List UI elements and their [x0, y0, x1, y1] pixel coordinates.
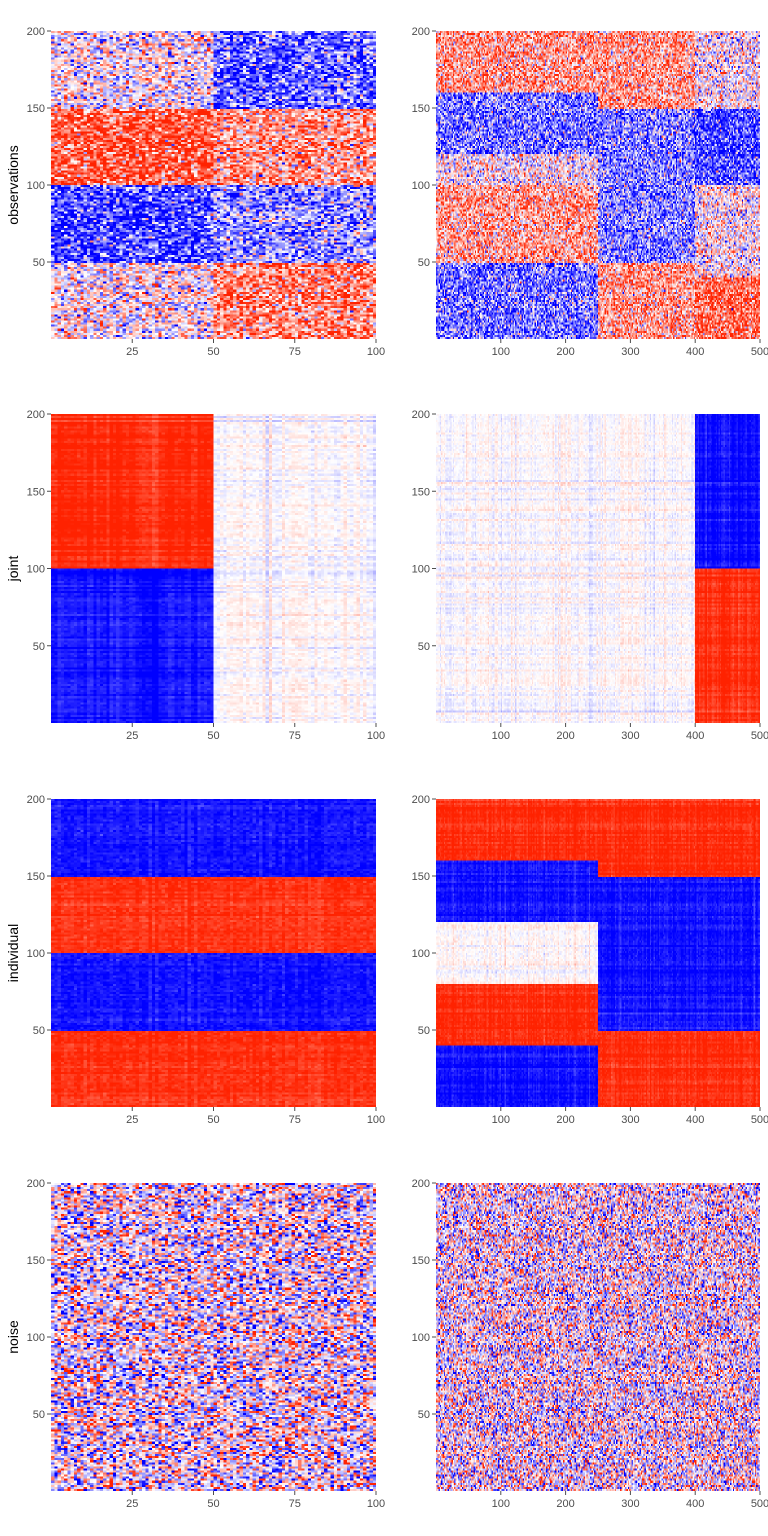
y-tick-label: 200	[27, 409, 45, 421]
x-tick-label: 100	[367, 1114, 385, 1126]
x-tick-label: 50	[207, 1498, 219, 1510]
x-tick-label: 400	[686, 730, 704, 742]
heatmap-panel-obs-2: 50 100 150 200 100 200 300 400 500	[412, 26, 768, 358]
y-tick-label: 100	[412, 1332, 430, 1344]
y-tick-label: 100	[412, 564, 430, 576]
heatmap-panel-indiv-2: 50 100 150 200 100 200 300 400 500	[412, 794, 768, 1126]
y-tick-label: 100	[412, 948, 430, 960]
x-tick-label: 500	[751, 1498, 768, 1510]
x-tick-label: 75	[289, 730, 301, 742]
x-tick-label: 100	[492, 1498, 510, 1510]
heatmap-panel-noise-2: 50 100 150 200 100 200 300 400 500	[412, 1178, 768, 1510]
y-tick-label: 100	[27, 948, 45, 960]
row-label-noise: noise	[5, 1320, 21, 1354]
y-tick-label: 200	[412, 26, 430, 38]
x-tick-label: 100	[367, 346, 385, 358]
heatmap-cells	[51, 1183, 376, 1491]
y-tick-label: 200	[27, 1178, 45, 1190]
heatmap-panel-joint-2: 50 100 150 200 100 200 300 400 500	[412, 409, 768, 742]
y-tick-label: 50	[33, 257, 45, 269]
x-tick-label: 75	[289, 346, 301, 358]
y-tick-label: 50	[418, 1025, 430, 1037]
y-tick-label: 50	[418, 1409, 430, 1421]
heatmap-cells	[51, 31, 376, 339]
y-tick-label: 150	[27, 871, 45, 883]
y-tick-label: 150	[412, 486, 430, 498]
x-tick-label: 75	[289, 1498, 301, 1510]
y-tick-label: 200	[27, 26, 45, 38]
y-tick-label: 100	[27, 180, 45, 192]
heatmap-cells	[436, 31, 760, 339]
x-tick-label: 300	[621, 730, 639, 742]
x-tick-label: 50	[207, 346, 219, 358]
y-tick-label: 200	[412, 409, 430, 421]
y-tick-label: 200	[27, 794, 45, 806]
y-tick-label: 50	[418, 641, 430, 653]
x-tick-label: 200	[556, 1498, 574, 1510]
y-tick-label: 100	[412, 180, 430, 192]
x-tick-label: 25	[126, 346, 138, 358]
x-tick-label: 50	[207, 1114, 219, 1126]
row-label-individual: individual	[5, 924, 21, 982]
x-tick-label: 500	[751, 1114, 768, 1126]
x-tick-label: 200	[556, 730, 574, 742]
y-tick-label: 150	[412, 103, 430, 115]
y-tick-label: 100	[27, 564, 45, 576]
y-tick-label: 50	[33, 1025, 45, 1037]
row-label-observations: observations	[5, 145, 21, 224]
heatmap-cells	[436, 1183, 760, 1491]
heatmap-panel-indiv-1: 50 100 150 200 25 50 75 100 individual	[5, 794, 385, 1126]
x-tick-label: 300	[621, 346, 639, 358]
x-tick-label: 100	[492, 730, 510, 742]
y-tick-label: 200	[412, 794, 430, 806]
heatmap-panel-obs-1: 50 100 150 200 25 50 75 100 observations	[5, 26, 385, 358]
y-tick-label: 150	[412, 871, 430, 883]
x-tick-label: 100	[367, 730, 385, 742]
x-tick-label: 100	[367, 1498, 385, 1510]
heatmap-panel-joint-1: 50 100 150 200 25 50 75 100 joint	[5, 409, 385, 742]
heatmap-panel-noise-1: 50 100 150 200 25 50 75 100 noise	[5, 1178, 385, 1510]
y-tick-label: 100	[27, 1332, 45, 1344]
x-tick-label: 100	[492, 346, 510, 358]
x-tick-label: 400	[686, 346, 704, 358]
y-tick-label: 150	[412, 1255, 430, 1267]
x-tick-label: 500	[751, 730, 768, 742]
x-tick-label: 50	[207, 730, 219, 742]
x-tick-label: 100	[492, 1114, 510, 1126]
x-tick-label: 300	[621, 1498, 639, 1510]
x-tick-label: 75	[289, 1114, 301, 1126]
heatmap-cells	[51, 799, 376, 1107]
row-label-joint: joint	[5, 556, 21, 583]
y-tick-label: 50	[33, 641, 45, 653]
heatmap-cells	[51, 414, 376, 723]
x-tick-label: 25	[126, 1498, 138, 1510]
heatmap-cells	[436, 414, 760, 723]
x-tick-label: 300	[621, 1114, 639, 1126]
x-tick-label: 500	[751, 346, 768, 358]
y-tick-label: 150	[27, 103, 45, 115]
y-tick-label: 50	[33, 1409, 45, 1421]
x-tick-label: 200	[556, 1114, 574, 1126]
x-tick-label: 400	[686, 1498, 704, 1510]
x-tick-label: 25	[126, 730, 138, 742]
y-tick-label: 150	[27, 486, 45, 498]
x-tick-label: 25	[126, 1114, 138, 1126]
x-tick-label: 400	[686, 1114, 704, 1126]
heatmap-cells	[436, 799, 760, 1107]
y-tick-label: 50	[418, 257, 430, 269]
y-tick-label: 150	[27, 1255, 45, 1267]
y-tick-label: 200	[412, 1178, 430, 1190]
x-tick-label: 200	[556, 346, 574, 358]
